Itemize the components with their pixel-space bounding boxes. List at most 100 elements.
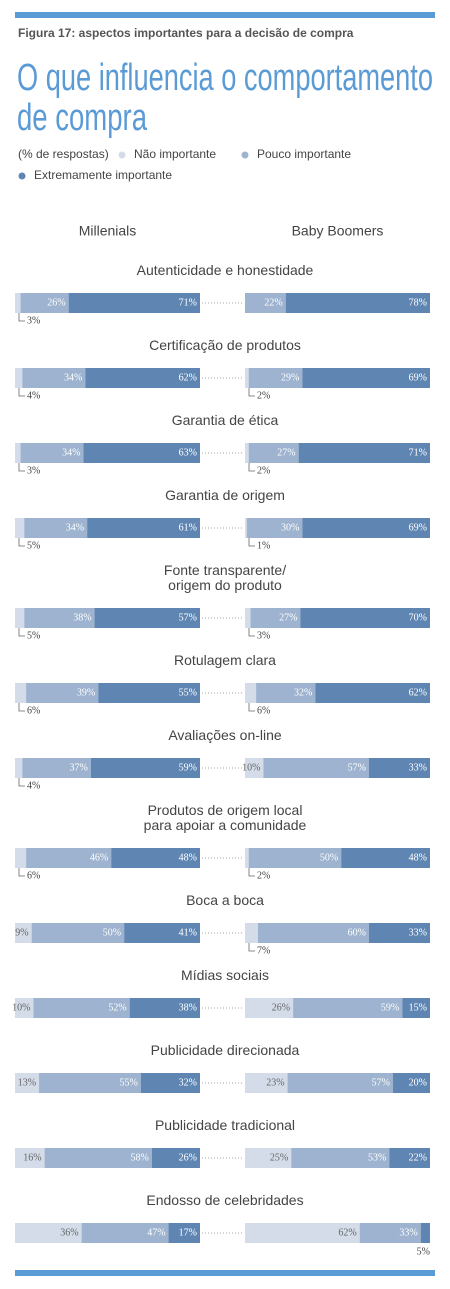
bar-segment: [24, 608, 95, 628]
category-label: Endosso de celebridades: [146, 1192, 303, 1208]
label-bracket: [248, 943, 255, 952]
category-label: Rotulagem clara: [174, 652, 276, 668]
value-label: 61%: [179, 522, 197, 533]
bar-segment: [368, 758, 430, 778]
value-label: 62%: [409, 687, 427, 698]
bar-segment: [368, 923, 430, 943]
value-label: 26%: [179, 1152, 197, 1163]
value-label: 5%: [417, 1246, 430, 1257]
category-label: Avaliações on-line: [168, 727, 282, 743]
value-label: 41%: [179, 927, 197, 938]
value-label: 5%: [27, 540, 40, 551]
value-label: 6%: [27, 870, 40, 881]
value-label: 3%: [27, 315, 40, 326]
value-label: 30%: [281, 522, 299, 533]
label-bracket: [18, 703, 25, 712]
category-line: Rotulagem clara: [174, 652, 276, 668]
bar-segment: [85, 368, 200, 388]
bar-segment: [20, 443, 84, 463]
bar-segment: [402, 998, 430, 1018]
bottom-rule: [15, 1270, 435, 1276]
value-label: 34%: [64, 372, 82, 383]
bar-segment: [24, 518, 88, 538]
column-header: Baby Boomers: [292, 223, 384, 239]
category-line: Avaliações on-line: [168, 727, 282, 743]
legend-marker: [241, 151, 249, 159]
bar-segment: [245, 848, 249, 868]
bar-segment: [250, 608, 301, 628]
value-label: 57%: [372, 1077, 390, 1088]
category-label: Publicidade tradicional: [155, 1117, 295, 1133]
column-header: Millenials: [79, 223, 137, 239]
value-label: 71%: [409, 447, 427, 458]
value-label: 57%: [348, 762, 366, 773]
value-label: 32%: [179, 1077, 197, 1088]
value-label: 29%: [281, 372, 299, 383]
value-label: 78%: [409, 297, 427, 308]
category-line: Publicidade direcionada: [151, 1042, 300, 1058]
bar-segment: [245, 293, 286, 313]
value-label: 2%: [257, 390, 270, 401]
bar-segment: [256, 683, 316, 703]
category-label: Boca a boca: [186, 892, 264, 908]
bar-segment: [285, 293, 430, 313]
bar-segment: [39, 1073, 141, 1093]
bar-segment: [315, 683, 430, 703]
value-label: 1%: [257, 540, 270, 551]
category-label: Autenticidade e honestidade: [137, 262, 314, 278]
bar-segment: [293, 998, 403, 1018]
bar-segment: [44, 1148, 152, 1168]
bar-segment: [81, 1223, 169, 1243]
bar-segment: [124, 923, 200, 943]
bar-segment: [245, 758, 264, 778]
bar-segment: [168, 1223, 200, 1243]
bar-segment: [245, 608, 251, 628]
bar-segment: [245, 1223, 360, 1243]
value-label: 70%: [409, 612, 427, 623]
bar-segment: [111, 848, 200, 868]
category-label: Garantia de origem: [165, 487, 285, 503]
bar-segment: [420, 1223, 430, 1243]
value-label: 10%: [12, 1002, 30, 1013]
value-label: 33%: [409, 762, 427, 773]
value-label: 26%: [272, 1002, 290, 1013]
value-label: 23%: [266, 1077, 284, 1088]
title: O que influencia o comportamento: [17, 57, 433, 99]
value-label: 6%: [27, 705, 40, 716]
category-line: para apoiar a comunidade: [144, 817, 307, 833]
bar-segment: [83, 443, 200, 463]
value-label: 20%: [409, 1077, 427, 1088]
value-label: 46%: [90, 852, 108, 863]
value-label: 5%: [27, 630, 40, 641]
value-label: 58%: [131, 1152, 149, 1163]
value-label: 47%: [147, 1227, 165, 1238]
bar-segment: [15, 758, 23, 778]
bar-segment: [302, 518, 430, 538]
bar-segment: [298, 443, 430, 463]
bar-segment: [302, 368, 430, 388]
value-label: 55%: [179, 687, 197, 698]
value-label: 15%: [409, 1002, 427, 1013]
bar-segment: [15, 293, 21, 313]
bar-segment: [31, 923, 125, 943]
bar-segment: [300, 608, 430, 628]
label-bracket: [248, 703, 255, 712]
label-bracket: [248, 388, 255, 397]
category-label: Mídias sociais: [181, 967, 269, 983]
bar-segment: [15, 848, 27, 868]
category-line: Produtos de origem local: [148, 802, 303, 818]
value-label: 26%: [47, 297, 65, 308]
value-label: 52%: [108, 1002, 126, 1013]
bar-segment: [248, 368, 303, 388]
value-label: 50%: [103, 927, 121, 938]
bar-segment: [15, 443, 21, 463]
value-label: 71%: [179, 297, 197, 308]
legend-label: Extremamente importante: [34, 168, 172, 182]
value-label: 22%: [409, 1152, 427, 1163]
legend-label: Pouco importante: [257, 147, 351, 161]
value-label: 62%: [179, 372, 197, 383]
bar-segment: [245, 998, 294, 1018]
value-label: 10%: [242, 762, 260, 773]
bar-segment: [245, 1073, 288, 1093]
